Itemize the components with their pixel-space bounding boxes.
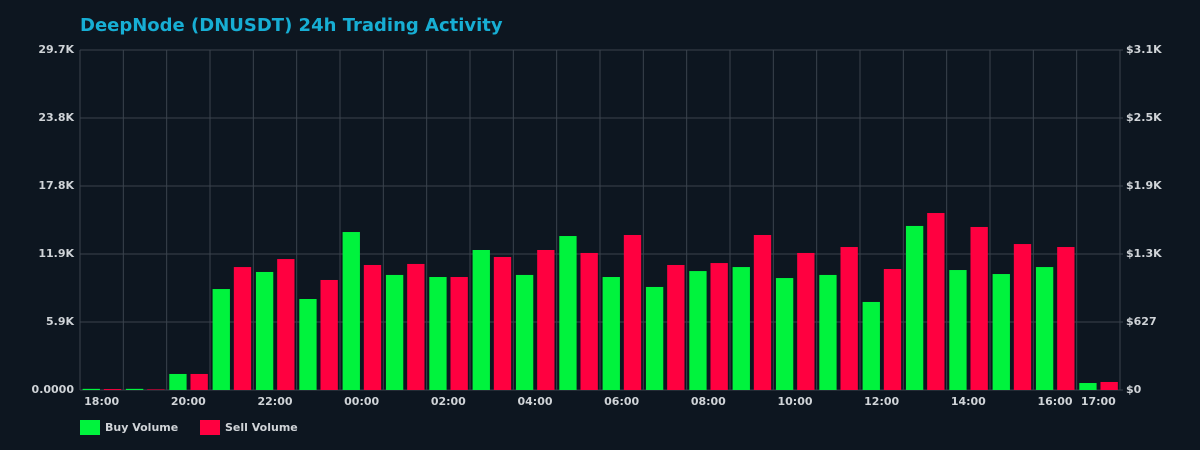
x-tick-label: 16:00 [1037, 395, 1072, 408]
bar [233, 267, 252, 390]
y-tick-label: 5.9K [46, 315, 74, 328]
bar [429, 277, 447, 390]
bar [992, 274, 1010, 390]
bar [602, 277, 620, 390]
x-tick-label: 20:00 [171, 395, 206, 408]
bar [125, 388, 144, 390]
bar [732, 267, 750, 390]
bar [515, 274, 534, 390]
bar [299, 298, 317, 390]
bar [645, 286, 664, 390]
bar [385, 274, 404, 390]
bar [493, 256, 512, 390]
y2-tick-label: $627 [1126, 315, 1157, 328]
y2-tick-label: $0 [1126, 383, 1142, 396]
bar [710, 263, 728, 390]
bar [797, 252, 815, 390]
y-tick-label: 17.8K [38, 179, 74, 192]
bar [277, 259, 295, 390]
y2-tick-label: $1.3K [1126, 247, 1162, 260]
x-tick-label: 10:00 [777, 395, 812, 408]
bar [212, 289, 230, 390]
bar [1057, 247, 1075, 390]
x-tick-label: 02:00 [431, 395, 466, 408]
x-tick-label: 22:00 [257, 395, 292, 408]
bar [82, 388, 100, 390]
y-tick-label: 29.7K [38, 43, 74, 56]
bar [363, 264, 382, 390]
x-tick-label: 08:00 [691, 395, 726, 408]
bar [667, 264, 685, 390]
bar [450, 277, 468, 390]
y2-tick-label: $3.1K [1126, 43, 1162, 56]
bar [342, 232, 360, 390]
y2-tick-label: $1.9K [1126, 179, 1162, 192]
bar [753, 234, 772, 390]
x-tick-label: 18:00 [84, 395, 119, 408]
bar [255, 271, 274, 390]
bar [1035, 267, 1054, 390]
bar [689, 271, 707, 390]
bar [407, 263, 425, 390]
x-tick-label: 12:00 [864, 395, 899, 408]
bar [840, 247, 858, 390]
bar [883, 268, 902, 390]
bar [970, 226, 988, 390]
y-tick-label: 11.9K [38, 247, 74, 260]
bar [103, 389, 122, 390]
bar [623, 234, 642, 390]
bar [580, 252, 598, 390]
bar [1079, 383, 1097, 390]
bar [775, 278, 794, 390]
bar [1013, 244, 1032, 390]
chart-title: DeepNode (DNUSDT) 24h Trading Activity [80, 15, 503, 36]
bar [537, 249, 555, 390]
legend-label: Buy Volume [105, 421, 178, 434]
bar [949, 270, 967, 390]
bar [862, 301, 880, 390]
bar [169, 373, 187, 390]
y2-tick-label: $2.5K [1126, 111, 1162, 124]
legend-swatch [80, 420, 100, 435]
x-tick-label: 04:00 [517, 395, 552, 408]
x-tick-label: 14:00 [951, 395, 986, 408]
bar [559, 236, 577, 390]
bar [320, 279, 338, 390]
bar [190, 373, 208, 390]
bar [147, 389, 165, 390]
legend-label: Sell Volume [225, 421, 298, 434]
x-tick-label: 06:00 [604, 395, 639, 408]
x-tick-label: 00:00 [344, 395, 379, 408]
x-tick-label: 17:00 [1081, 395, 1116, 408]
bar [472, 249, 490, 390]
bar [927, 213, 945, 390]
bar [819, 274, 837, 390]
y-tick-label: 0.0000 [32, 383, 75, 396]
legend-swatch [200, 420, 220, 435]
bar [1100, 381, 1118, 390]
bar [905, 225, 924, 390]
y-tick-label: 23.8K [38, 111, 74, 124]
